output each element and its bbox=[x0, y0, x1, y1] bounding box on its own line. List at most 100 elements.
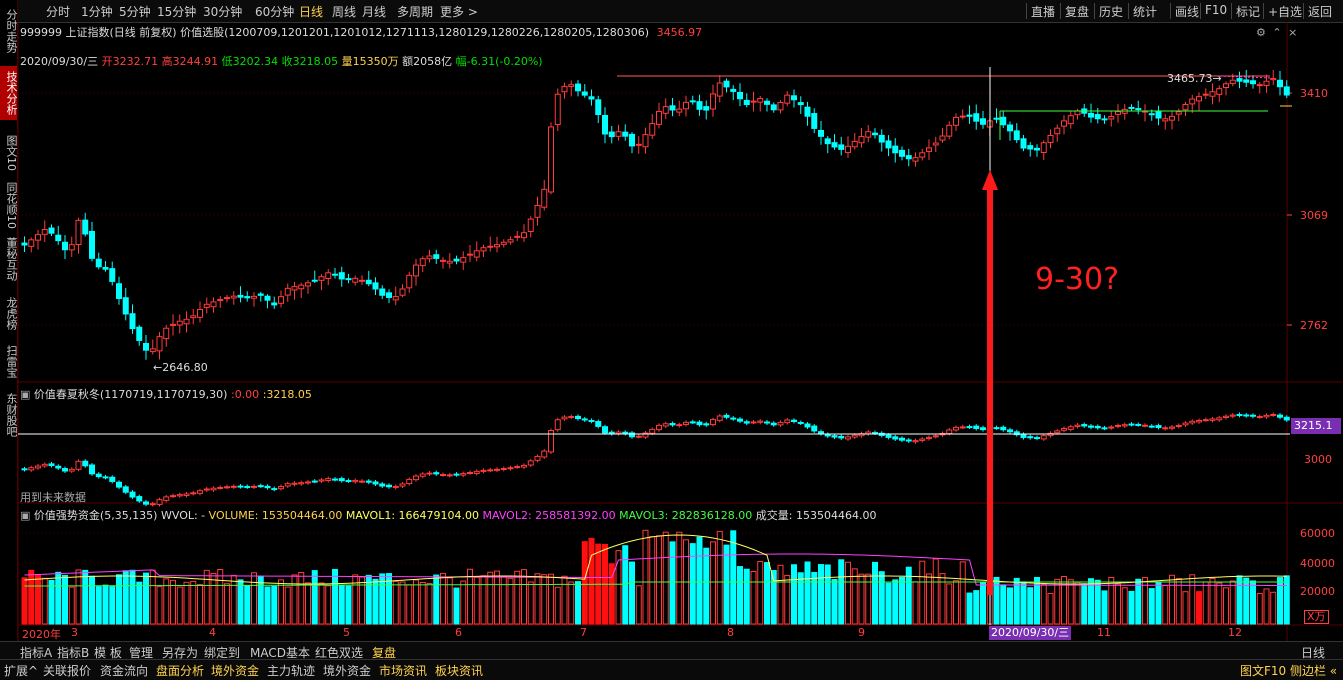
bottom-tab-1[interactable]: 关联报价 bbox=[43, 664, 92, 678]
period-label-right[interactable]: 日线 bbox=[1301, 646, 1326, 660]
toolbar-button-3[interactable]: 统计 bbox=[1133, 5, 1158, 19]
indicator-tab-3[interactable]: 管理 bbox=[129, 646, 154, 660]
toolbar-button-4[interactable]: 画线 bbox=[1175, 5, 1200, 19]
sub-candle-body bbox=[689, 421, 696, 424]
sub-indicator-title[interactable]: 价值春夏秋冬(1170719,1170719,30) bbox=[33, 388, 228, 401]
sub-candle-body bbox=[413, 475, 419, 481]
close-icon[interactable]: × bbox=[1288, 26, 1298, 39]
sub-candle-body bbox=[831, 435, 838, 438]
toolbar-button-7[interactable]: +自选 bbox=[1268, 5, 1303, 19]
sub-candle-body bbox=[1169, 426, 1175, 429]
vol-indicator-title[interactable]: 价值强势资金(5,35,135) bbox=[33, 509, 158, 522]
indicator-tab-7[interactable]: 红色双选 bbox=[315, 646, 364, 660]
sub-candle-body bbox=[318, 479, 325, 482]
sub-candle-body bbox=[271, 488, 278, 491]
bottom-tab-7[interactable]: 市场资讯 bbox=[379, 664, 428, 678]
sidebar-item-0[interactable]: 分时走势 bbox=[5, 9, 18, 53]
period-tab-9[interactable]: 多周期 bbox=[397, 5, 434, 19]
candle-body bbox=[136, 326, 143, 341]
period-tab-5[interactable]: 60分钟 bbox=[255, 5, 295, 19]
candle-body bbox=[352, 277, 359, 283]
settings-icon[interactable]: ⚙ bbox=[1256, 26, 1266, 39]
toolbar-button-6[interactable]: 标记 bbox=[1236, 5, 1261, 19]
period-tab-6[interactable]: 日线 bbox=[299, 5, 324, 19]
open-value: 3232.71 bbox=[112, 55, 159, 68]
toolbar-button-5[interactable]: F10 bbox=[1205, 3, 1228, 17]
candle-body bbox=[750, 100, 757, 103]
volume-bar bbox=[379, 573, 386, 625]
toolbar-button-2[interactable]: 历史 bbox=[1099, 5, 1124, 19]
sidebar-item-3[interactable]: 同花顺10 bbox=[5, 181, 18, 229]
sub-candle-body bbox=[1135, 423, 1142, 426]
volume-bar bbox=[1202, 581, 1209, 625]
sidebar-item-2[interactable]: 图文10 bbox=[5, 135, 18, 171]
bottom-tab-5[interactable]: 主力轨迹 bbox=[267, 664, 316, 678]
volume-bar bbox=[95, 586, 102, 625]
sub-candle-body bbox=[615, 431, 622, 435]
bottom-tab-8[interactable]: 板块资讯 bbox=[435, 664, 484, 678]
candle-body bbox=[176, 320, 183, 326]
candle-body bbox=[791, 95, 797, 101]
candle-body bbox=[1088, 112, 1094, 118]
sidebar-item-4[interactable]: 董秘互动 bbox=[5, 237, 18, 281]
period-tab-2[interactable]: 5分钟 bbox=[119, 5, 151, 19]
up-arrow-icon[interactable]: ⌃ bbox=[1272, 26, 1282, 39]
sub-candle-body bbox=[554, 419, 561, 431]
sub-candle-body bbox=[993, 427, 1000, 430]
indicator-tabs-bar: 指标A 指标B 模 板管理 另存为 绑定到 MACD基本 红色双选 复盘 日线 bbox=[0, 641, 1343, 660]
indicator-tab-6[interactable]: MACD基本 bbox=[250, 646, 310, 660]
indicator-tab-1[interactable]: 指标B bbox=[57, 646, 90, 660]
volume-bar bbox=[244, 584, 251, 625]
sidebar-item-5[interactable]: 龙虎榜 bbox=[5, 296, 18, 330]
sub-candle-body bbox=[82, 460, 89, 467]
volume-bar bbox=[372, 578, 379, 625]
candle-body bbox=[899, 149, 905, 157]
indicator-tab-0[interactable]: 指标A bbox=[20, 646, 53, 660]
candle-body bbox=[217, 299, 224, 302]
candle-body bbox=[332, 273, 338, 276]
indicator-tab-4[interactable]: 另存为 bbox=[162, 646, 199, 660]
period-tab-0[interactable]: 分时 bbox=[46, 5, 71, 19]
sub-menu-icon[interactable]: ▣ bbox=[20, 388, 31, 401]
period-tab-7[interactable]: 周线 bbox=[332, 5, 357, 19]
indicator-tab-5[interactable]: 绑定到 bbox=[204, 646, 241, 660]
bottom-tab-6[interactable]: 境外资金 bbox=[323, 664, 372, 678]
sub-candle-body bbox=[419, 473, 426, 477]
toolbar-button-1[interactable]: 复盘 bbox=[1065, 5, 1090, 19]
bottom-tab-0[interactable]: 扩展^ bbox=[4, 664, 39, 678]
sub-candle-body bbox=[116, 481, 122, 488]
volume-bar bbox=[48, 579, 55, 625]
candle-body bbox=[55, 234, 62, 242]
period-tab-8[interactable]: 月线 bbox=[362, 5, 387, 19]
sidebar-item-1[interactable]: 技术分析 bbox=[0, 66, 18, 120]
period-tab-10[interactable]: 更多 > bbox=[440, 5, 478, 19]
candle-body bbox=[1040, 142, 1047, 154]
candle-body bbox=[440, 259, 446, 262]
vol-menu-icon[interactable]: ▣ bbox=[20, 509, 31, 522]
volume-bar bbox=[1250, 580, 1256, 625]
period-tab-3[interactable]: 15分钟 bbox=[157, 5, 197, 19]
sidebar-item-6[interactable]: 扫雷宝 bbox=[5, 344, 18, 378]
sub-candle-body bbox=[1094, 425, 1101, 429]
toolbar-button-0[interactable]: 直播 bbox=[1031, 5, 1056, 19]
period-tab-1[interactable]: 1分钟 bbox=[81, 5, 113, 19]
indicator-tab-2[interactable]: 模 板 bbox=[94, 646, 122, 660]
sub-candle-body bbox=[473, 470, 480, 474]
volume-bar bbox=[534, 573, 541, 625]
sidebar-toggle[interactable]: 图文F10 侧边栏 « bbox=[1240, 664, 1338, 678]
candle-body bbox=[1182, 103, 1189, 111]
period-tab-4[interactable]: 30分钟 bbox=[203, 5, 243, 19]
sub-candle-body bbox=[946, 429, 953, 435]
bottom-tab-3[interactable]: 盘面分析 bbox=[156, 664, 205, 678]
volume-bar bbox=[608, 563, 615, 625]
toolbar-button-8[interactable]: 返回 bbox=[1308, 5, 1333, 19]
bottom-tab-2[interactable]: 资金流向 bbox=[100, 664, 149, 678]
indicator-tab-8[interactable]: 复盘 bbox=[372, 646, 397, 660]
kline-chart-area[interactable] bbox=[0, 0, 1343, 641]
indicator-name[interactable]: 价值选股(1200709,1201201,1201012,1271113,128… bbox=[180, 26, 650, 39]
sub-candle-body bbox=[494, 468, 500, 471]
sub-candle-body bbox=[41, 463, 48, 467]
sub-candle-body bbox=[885, 434, 892, 438]
bottom-tab-4[interactable]: 境外资金 bbox=[211, 664, 260, 678]
sidebar-item-7[interactable]: 东财股吧 bbox=[5, 393, 18, 437]
